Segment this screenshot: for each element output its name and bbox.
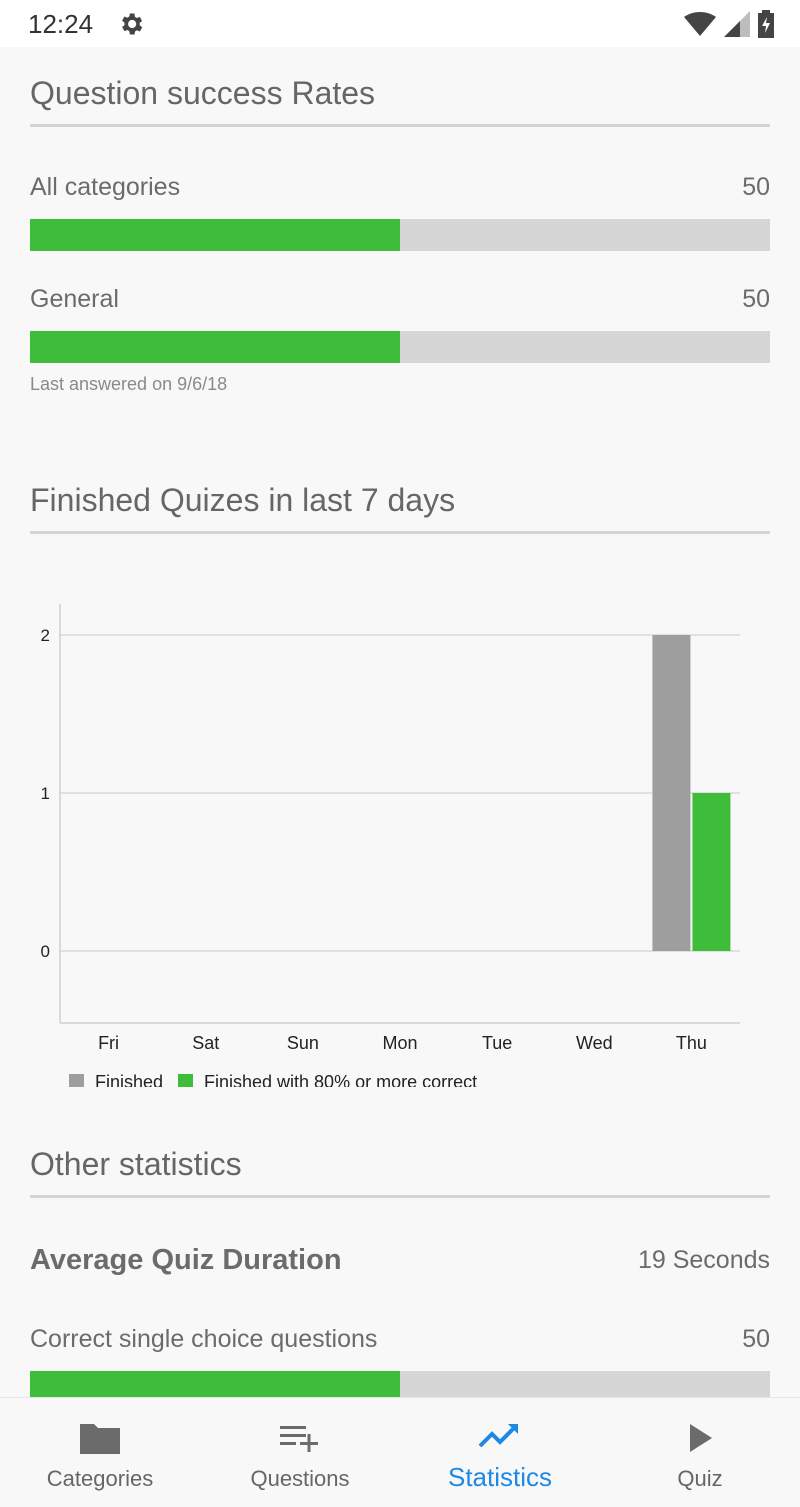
nav-label: Quiz bbox=[677, 1466, 723, 1491]
chart-x-tick-label: Tue bbox=[482, 1033, 512, 1053]
chart-y-tick-label: 0 bbox=[41, 942, 50, 961]
chart-x-tick-label: Fri bbox=[98, 1033, 119, 1053]
nav-label: Categories bbox=[46, 1466, 154, 1491]
success-bar-fill bbox=[30, 219, 400, 251]
chart-x-tick-label: Sat bbox=[192, 1033, 219, 1053]
signal-icon bbox=[724, 11, 750, 37]
quiz-chart: 0 1 2 Fri Sat Sun Mon Tue Wed Thu Finished Finished… bbox=[0, 587, 800, 1092]
chart-x-tick-label: Mon bbox=[382, 1033, 417, 1053]
section-divider bbox=[30, 531, 770, 534]
chart-bar bbox=[652, 635, 691, 951]
nav-questions[interactable]: Questions bbox=[200, 1398, 400, 1507]
chart-legend-label: Finished with 80% or more correct bbox=[204, 1072, 477, 1087]
status-icons bbox=[684, 9, 774, 39]
success-bar-fill bbox=[30, 331, 400, 363]
category-value-all: 50 bbox=[742, 173, 770, 201]
finished-quizzes-title: Finished Quizes in last 7 days bbox=[30, 482, 456, 518]
wifi-icon bbox=[684, 12, 716, 36]
quiz-chart-svg: 0 1 2 Fri Sat Sun Mon Tue Wed Thu Finished Finished… bbox=[41, 604, 740, 1092]
nav-statistics[interactable]: Statistics bbox=[400, 1398, 600, 1507]
nav-label: Questions bbox=[250, 1466, 350, 1491]
single-choice-bar bbox=[30, 1371, 770, 1397]
category-label-general: General bbox=[30, 285, 119, 313]
play-icon bbox=[690, 1424, 712, 1452]
nav-quiz[interactable]: Quiz bbox=[600, 1398, 800, 1507]
single-choice-value: 50 bbox=[742, 1325, 770, 1353]
section-divider bbox=[30, 1195, 770, 1198]
scroll-content[interactable]: Question success Rates All categories 50… bbox=[0, 47, 800, 1397]
chart-legend-swatch bbox=[69, 1074, 84, 1089]
success-rates-title: Question success Rates bbox=[30, 75, 376, 111]
battery-icon bbox=[758, 10, 774, 38]
success-bar-all bbox=[30, 219, 770, 251]
status-time: 12:24 bbox=[28, 9, 94, 39]
chart-legend-label: Finished bbox=[95, 1072, 163, 1087]
trending-up-icon bbox=[478, 1424, 518, 1448]
single-choice-label: Correct single choice questions bbox=[30, 1325, 378, 1353]
nav-label: Statistics bbox=[447, 1462, 553, 1492]
chart-x-tick-label: Sun bbox=[287, 1033, 319, 1053]
success-bar-fill bbox=[30, 1371, 400, 1397]
chart-y-tick-label: 2 bbox=[41, 626, 50, 645]
chart-x-tick-label: Thu bbox=[676, 1033, 707, 1053]
last-answered-note: Last answered on 9/6/18 bbox=[30, 374, 228, 394]
chart-bar bbox=[692, 793, 731, 951]
status-bar: 12:24 bbox=[0, 0, 800, 47]
other-stats-title: Other statistics bbox=[30, 1146, 242, 1182]
section-divider bbox=[30, 124, 770, 127]
nav-categories[interactable]: Categories bbox=[0, 1398, 200, 1507]
chart-y-tick-label: 1 bbox=[41, 784, 50, 803]
bottom-navigation: Categories Questions Statistics Quiz bbox=[0, 1397, 800, 1507]
playlist-add-icon bbox=[280, 1426, 318, 1452]
folder-icon bbox=[80, 1424, 120, 1454]
chart-x-tick-label: Wed bbox=[576, 1033, 613, 1053]
gear-icon bbox=[122, 13, 143, 35]
avg-duration-label: Average Quiz Duration bbox=[30, 1244, 342, 1276]
category-label-all: All categories bbox=[30, 173, 181, 201]
category-value-general: 50 bbox=[742, 285, 770, 313]
avg-duration-value: 19 Seconds bbox=[637, 1246, 770, 1274]
success-bar-general bbox=[30, 331, 770, 363]
chart-legend-swatch bbox=[178, 1074, 193, 1089]
